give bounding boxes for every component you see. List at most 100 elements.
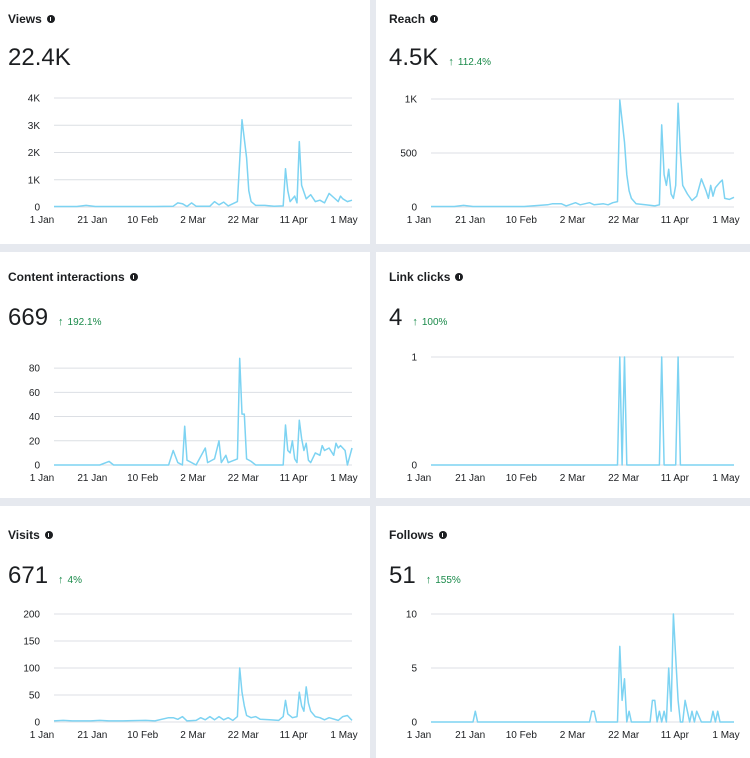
card-title-text: Content interactions (8, 270, 125, 284)
series-line[interactable] (53, 667, 353, 722)
x-tick-label: 1 May (330, 473, 357, 484)
x-tick-label: 22 Mar (228, 215, 260, 226)
metric: 671 ↑ 4% (8, 562, 82, 590)
info-icon[interactable] (438, 531, 447, 539)
x-tick-label: 22 Mar (608, 215, 640, 226)
x-tick-label: 2 Mar (180, 473, 206, 484)
x-tick-label: 11 Apr (280, 730, 309, 741)
metric-value: 671 (8, 562, 49, 589)
metric-value: 4 (389, 304, 403, 331)
card-title: Visits (8, 528, 53, 542)
metric: 4.5K ↑ 112.4% (389, 44, 491, 72)
x-tick-label: 10 Feb (127, 215, 159, 226)
delta-value: 155% (435, 574, 461, 586)
delta-value: 4% (67, 574, 82, 586)
x-tick-label: 1 Jan (30, 473, 54, 484)
x-tick-label: 2 Mar (560, 215, 586, 226)
x-tick-label: 10 Feb (506, 730, 538, 741)
x-tick-label: 21 Jan (77, 473, 107, 484)
reach-card: Reach 4.5K ↑ 112.4% 0 500 1K 1 Jan 21 Jan 10 F… (376, 0, 750, 244)
series-line[interactable] (431, 356, 734, 466)
y-tick-label: 10 (406, 610, 418, 621)
info-icon[interactable] (44, 531, 53, 539)
delta-badge: ↑ 100% (412, 316, 447, 328)
arrow-up-icon: ↑ (448, 56, 454, 68)
arrow-up-icon: ↑ (425, 574, 432, 586)
delta-value: 100% (421, 316, 448, 328)
x-tick-label: 1 May (712, 215, 739, 226)
y-tick-label: 2K (28, 148, 41, 159)
info-icon[interactable] (455, 273, 464, 281)
metric-value: 22.4K (8, 44, 71, 71)
x-tick-label: 1 May (712, 473, 739, 484)
visits-card: Visits 671 ↑ 4% 0 50 100 150 200 1 Jan 21 Jan 10… (0, 506, 370, 758)
arrow-up-icon: ↑ (58, 574, 64, 586)
y-tick-label: 60 (29, 388, 41, 399)
x-tick-label: 11 Apr (661, 215, 690, 226)
views-card: Views 22.4K 0 1K 2K 3K 4K 1 Jan 21 Jan 10 Feb 2 … (0, 0, 370, 244)
delta-badge: ↑ 112.4% (448, 56, 491, 68)
y-tick-label: 0 (34, 203, 40, 214)
y-tick-label: 1K (405, 95, 418, 106)
follows-card: Follows 51 ↑ 155% 0 5 10 1 Jan 21 Jan 10 Feb 2 … (376, 506, 750, 758)
card-title-text: Visits (8, 528, 40, 542)
y-tick-label: 0 (34, 718, 40, 729)
x-tick-label: 11 Apr (280, 215, 309, 226)
x-tick-label: 21 Jan (77, 215, 107, 226)
y-tick-label: 200 (23, 610, 40, 621)
x-tick-label: 22 Mar (608, 473, 640, 484)
y-tick-label: 500 (400, 149, 417, 160)
card-title-text: Follows (389, 528, 434, 542)
metric: 669 ↑ 192.1% (8, 304, 101, 332)
info-icon[interactable] (46, 15, 55, 23)
x-tick-label: 1 Jan (30, 730, 54, 741)
delta-value: 112.4% (457, 56, 492, 68)
delta-badge: ↑ 192.1% (58, 316, 101, 328)
y-tick-label: 0 (411, 461, 417, 472)
series-line[interactable] (54, 357, 353, 466)
y-tick-label: 150 (23, 637, 40, 648)
x-tick-label: 11 Apr (661, 473, 690, 484)
x-tick-label: 10 Feb (127, 473, 159, 484)
metric: 4 ↑ 100% (389, 304, 447, 332)
y-tick-label: 5 (411, 664, 417, 675)
y-tick-label: 3K (28, 121, 41, 132)
x-tick-label: 1 May (330, 215, 357, 226)
y-tick-label: 0 (34, 461, 40, 472)
x-tick-label: 1 Jan (407, 730, 431, 741)
y-tick-label: 0 (411, 203, 417, 214)
metric-value: 669 (8, 304, 49, 331)
y-tick-label: 50 (29, 691, 41, 702)
link-clicks-chart: 0 1 1 Jan 21 Jan 10 Feb 2 Mar 22 Mar 11 Apr 1 Ma… (407, 353, 740, 485)
metric: 22.4K (8, 44, 71, 72)
series-line[interactable] (431, 613, 734, 723)
series-line[interactable] (54, 119, 353, 208)
card-title: Follows (389, 528, 447, 542)
x-tick-label: 22 Mar (608, 730, 640, 741)
card-title: Content interactions (8, 270, 138, 284)
x-tick-label: 10 Feb (127, 730, 159, 741)
x-tick-label: 11 Apr (661, 730, 690, 741)
y-tick-label: 100 (23, 664, 40, 675)
info-icon[interactable] (430, 15, 439, 23)
x-tick-label: 11 Apr (280, 473, 309, 484)
x-tick-label: 21 Jan (77, 730, 107, 741)
info-icon[interactable] (129, 273, 138, 281)
x-tick-label: 1 Jan (30, 215, 54, 226)
delta-badge: ↑ 155% (426, 574, 461, 586)
x-tick-label: 2 Mar (180, 215, 206, 226)
x-tick-label: 2 Mar (560, 730, 586, 741)
y-tick-label: 80 (29, 364, 41, 375)
y-tick-label: 1K (28, 175, 41, 186)
y-tick-label: 1 (411, 353, 417, 364)
card-title-text: Link clicks (389, 270, 451, 284)
x-tick-label: 1 May (330, 730, 357, 741)
card-title: Reach (389, 12, 439, 26)
delta-value: 192.1% (67, 316, 102, 328)
series-line[interactable] (431, 99, 735, 208)
x-tick-label: 2 Mar (560, 473, 586, 484)
x-tick-label: 22 Mar (228, 730, 260, 741)
reach-chart: 0 500 1K 1 Jan 21 Jan 10 Feb 2 Mar 22 Mar 11 Apr… (400, 95, 739, 227)
card-title: Views (8, 12, 55, 26)
card-title-text: Views (8, 12, 42, 26)
